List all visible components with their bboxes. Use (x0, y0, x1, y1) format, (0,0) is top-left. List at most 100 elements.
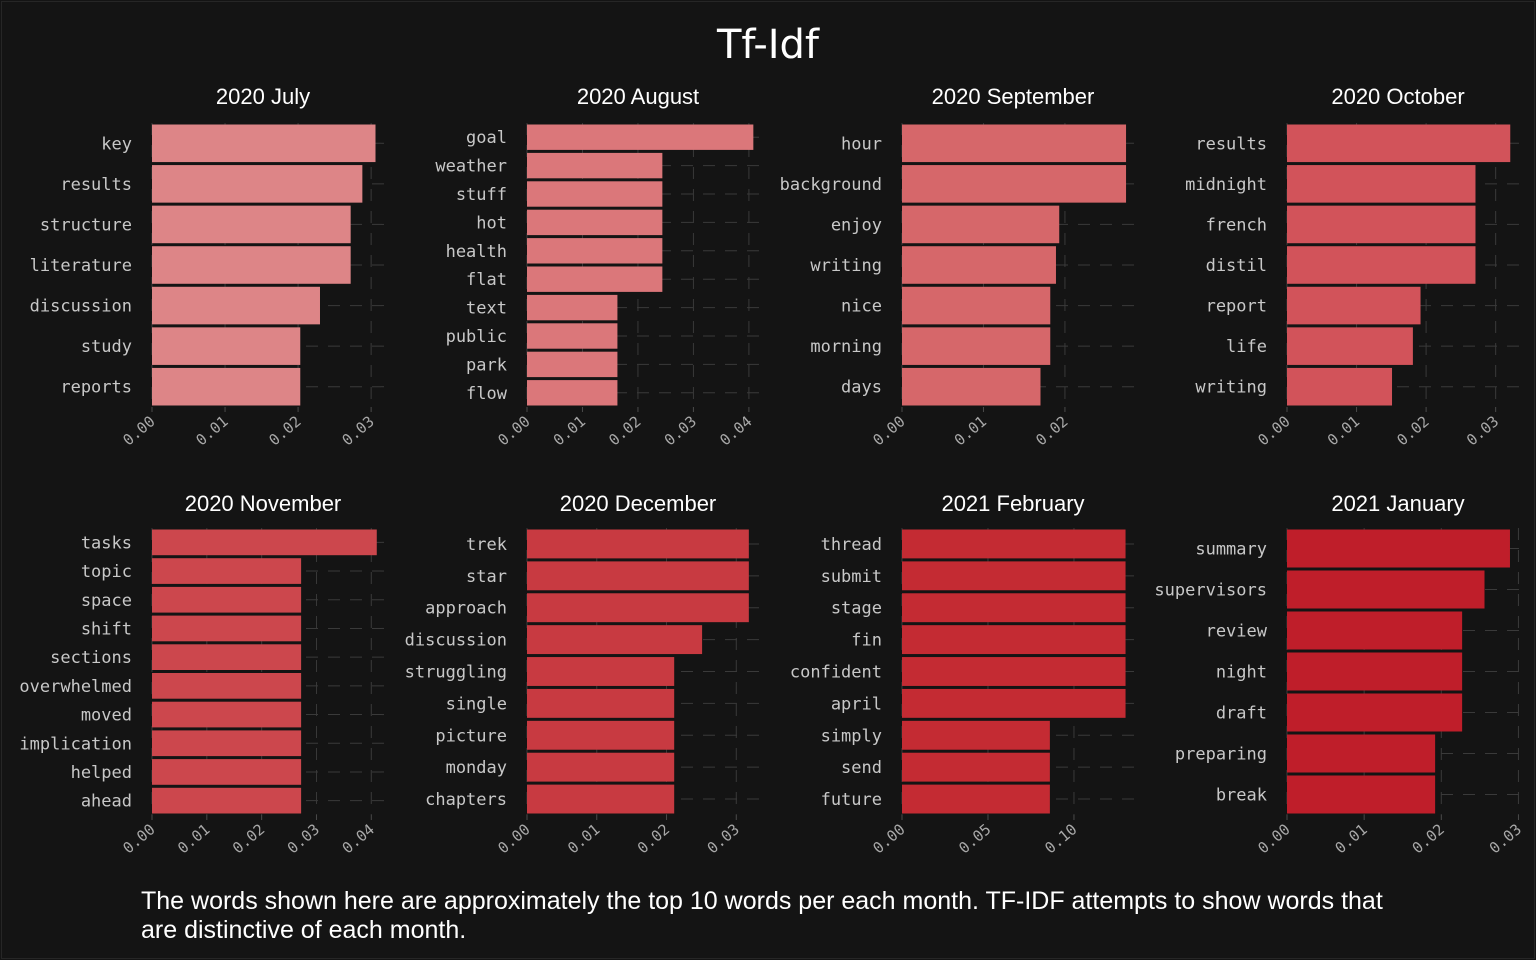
bar-april (902, 688, 1126, 718)
bar-stage (902, 593, 1126, 623)
bar-submit (902, 561, 1126, 591)
category-label: discussion (30, 297, 132, 317)
bar-writing (902, 246, 1056, 284)
category-label: summary (1195, 540, 1267, 560)
panel-5: 2020 December trek star approach discussion s… (405, 491, 760, 857)
bar-break (1287, 775, 1436, 814)
x-tick-label: 0.00 (494, 412, 533, 449)
category-label: weather (435, 157, 507, 177)
category-label: space (81, 591, 132, 611)
category-label: review (1206, 622, 1268, 642)
bar-discussion (527, 625, 703, 655)
bar-confident (902, 657, 1126, 686)
x-tick-label: 0.01 (1324, 412, 1363, 449)
bar-life (1287, 327, 1413, 365)
bar-send (902, 752, 1050, 782)
panel-3: 2020 October results midnight french distil r… (1185, 84, 1520, 449)
x-tick-label: 0.00 (1254, 820, 1293, 857)
x-tick-label: 0.00 (119, 820, 158, 857)
panel-2: 2020 September hour background enjoy writing… (780, 84, 1135, 449)
category-label: confident (790, 663, 882, 683)
panel-6: 2021 February thread submit stage fin confide… (790, 491, 1135, 857)
category-label: morning (810, 337, 882, 357)
category-label: submit (821, 567, 882, 587)
bar-fin (902, 625, 1126, 655)
x-tick-label: 0.00 (869, 820, 908, 857)
category-label: chapters (425, 790, 507, 810)
bar-shift (152, 615, 302, 642)
bar-future (902, 784, 1050, 814)
x-tick-label: 0.00 (1254, 412, 1293, 449)
panel-0: 2020 July key results structure literature di… (30, 84, 385, 449)
figure-caption: The words shown here are approximately t… (141, 887, 1383, 944)
bar-results (1287, 124, 1511, 163)
category-label: text (466, 299, 507, 319)
bar-distil (1287, 246, 1476, 284)
x-tick-label: 0.02 (634, 820, 673, 857)
x-tick-label: 0.00 (494, 820, 533, 857)
panel-title: 2020 July (216, 84, 310, 109)
category-label: break (1216, 786, 1267, 806)
bar-results (152, 165, 363, 203)
category-label: star (466, 567, 507, 587)
bar-key (152, 124, 376, 163)
x-tick-label: 0.10 (1041, 820, 1080, 857)
category-label: night (1216, 663, 1267, 683)
bar-summary (1287, 529, 1510, 568)
figure-title: Tf-Idf (716, 22, 820, 68)
category-label: supervisors (1154, 581, 1267, 601)
category-label: picture (435, 726, 507, 746)
category-label: single (446, 694, 507, 714)
bar-implication (152, 730, 302, 757)
bar-overwhelmed (152, 673, 302, 699)
bar-french (1287, 205, 1476, 244)
category-label: public (446, 327, 507, 347)
bar-ahead (152, 787, 302, 814)
bar-stuff (527, 181, 663, 207)
category-label: writing (810, 256, 882, 276)
category-label: french (1206, 215, 1267, 235)
category-label: life (1226, 337, 1267, 357)
category-label: sections (50, 648, 132, 668)
bar-preparing (1287, 734, 1436, 773)
bar-literature (152, 246, 351, 284)
category-label: draft (1216, 704, 1267, 724)
category-label: topic (81, 562, 132, 582)
panel-title: 2021 January (1331, 491, 1464, 516)
bar-days (902, 367, 1041, 406)
bar-hot (527, 209, 663, 236)
bar-thread (902, 529, 1126, 559)
bar-supervisors (1287, 570, 1485, 609)
bar-topic (152, 558, 302, 584)
x-tick-label: 0.01 (1331, 820, 1370, 857)
category-label: moved (81, 706, 132, 726)
category-label: distil (1206, 256, 1267, 276)
panel-title: 2020 August (577, 84, 699, 109)
bar-monday (527, 752, 675, 782)
bar-weather (527, 152, 663, 179)
bar-struggling (527, 657, 675, 686)
x-tick-label: 0.03 (338, 412, 377, 449)
bar-study (152, 327, 301, 365)
category-label: midnight (1185, 175, 1267, 195)
category-label: enjoy (831, 215, 882, 235)
category-label: park (466, 355, 507, 375)
category-label: future (821, 790, 882, 810)
bar-helped (152, 759, 302, 785)
bar-midnight (1287, 165, 1476, 203)
panel-title: 2020 November (185, 491, 342, 516)
bar-chapters (527, 784, 675, 814)
category-label: discussion (405, 631, 507, 651)
category-label: days (841, 378, 882, 398)
bar-tasks (152, 529, 377, 556)
x-tick-label: 0.03 (1486, 820, 1525, 857)
category-label: flat (466, 270, 507, 290)
bar-trek (527, 529, 749, 559)
category-label: simply (821, 726, 882, 746)
bar-space (152, 586, 302, 613)
category-label: approach (425, 599, 507, 619)
panel-title: 2020 October (1331, 84, 1464, 109)
category-label: tasks (81, 533, 132, 553)
x-tick-label: 0.03 (661, 412, 700, 449)
bar-flat (527, 266, 663, 292)
